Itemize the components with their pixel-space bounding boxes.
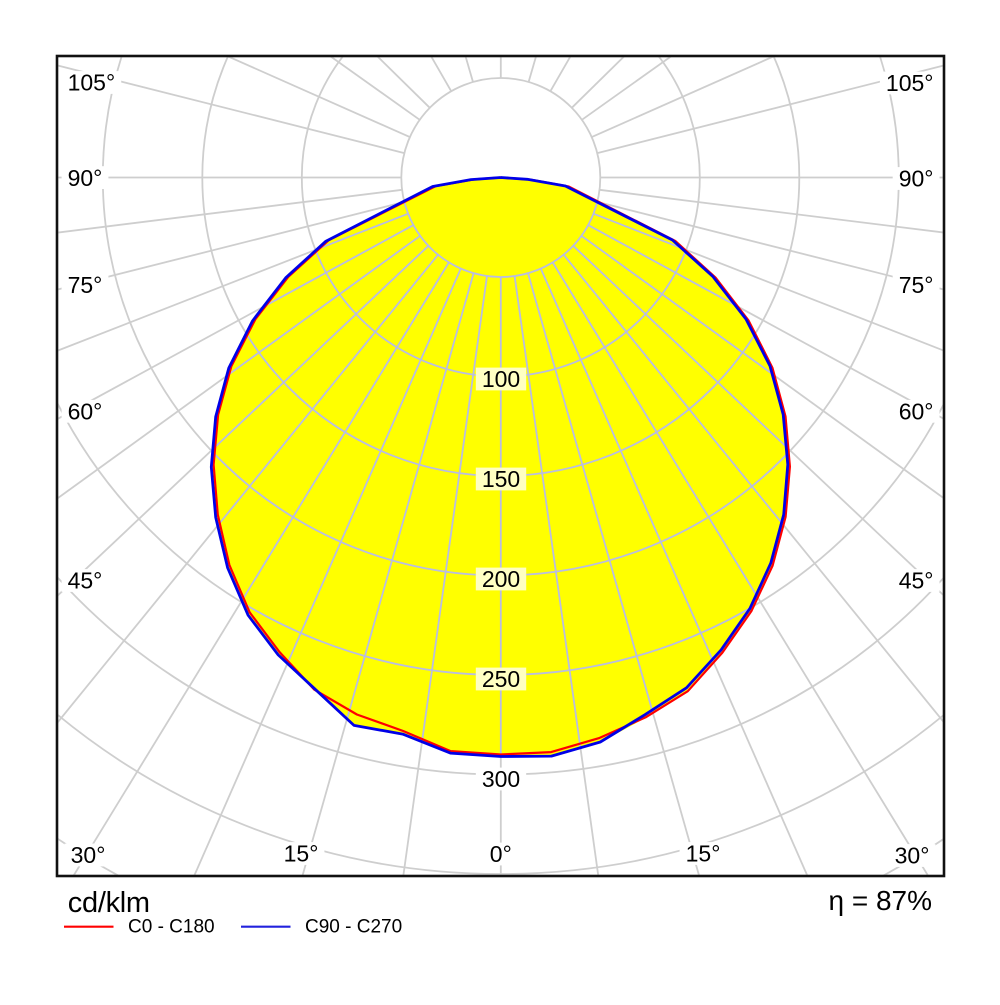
svg-text:200: 200 bbox=[482, 566, 520, 592]
svg-text:30°: 30° bbox=[895, 843, 930, 869]
svg-text:30°: 30° bbox=[71, 842, 106, 868]
svg-text:C90 - C270: C90 - C270 bbox=[305, 917, 402, 938]
svg-text:45°: 45° bbox=[68, 568, 103, 594]
svg-text:75°: 75° bbox=[68, 272, 103, 298]
svg-text:C0 - C180: C0 - C180 bbox=[128, 917, 215, 938]
svg-text:15°: 15° bbox=[284, 841, 319, 867]
svg-text:15°: 15° bbox=[686, 841, 721, 867]
svg-text:60°: 60° bbox=[899, 399, 934, 425]
svg-text:60°: 60° bbox=[68, 399, 103, 425]
svg-text:η = 87%: η = 87% bbox=[828, 885, 932, 916]
svg-text:105°: 105° bbox=[886, 70, 934, 96]
svg-text:100: 100 bbox=[482, 366, 520, 392]
svg-text:90°: 90° bbox=[899, 166, 934, 192]
svg-text:45°: 45° bbox=[899, 568, 934, 594]
svg-text:cd/klm: cd/klm bbox=[68, 887, 150, 919]
svg-text:300: 300 bbox=[482, 766, 520, 792]
svg-text:0°: 0° bbox=[490, 841, 512, 867]
svg-text:75°: 75° bbox=[899, 272, 934, 298]
svg-text:105°: 105° bbox=[68, 70, 116, 96]
svg-text:250: 250 bbox=[482, 666, 520, 692]
svg-text:150: 150 bbox=[482, 466, 520, 492]
svg-text:90°: 90° bbox=[68, 165, 103, 191]
